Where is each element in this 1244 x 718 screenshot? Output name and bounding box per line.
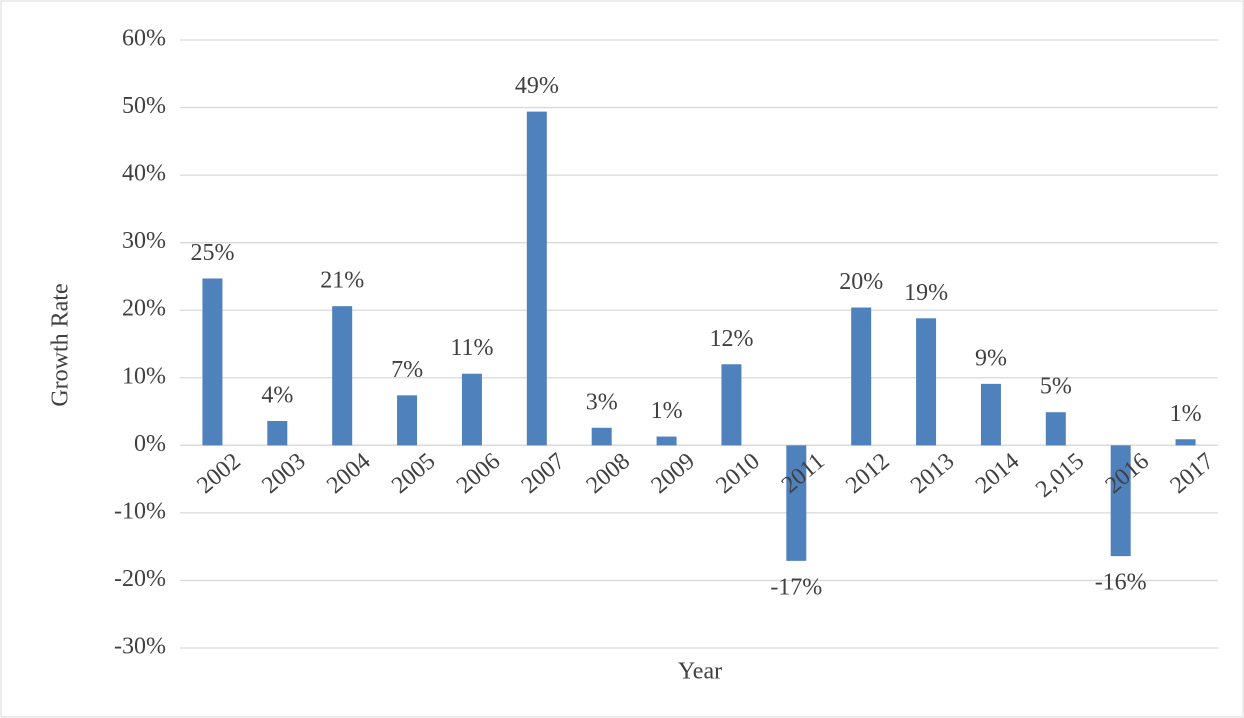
bar [332, 306, 353, 446]
value-label: 3% [586, 389, 618, 415]
bar [526, 111, 547, 446]
value-label: 49% [515, 73, 559, 99]
bar [916, 318, 937, 446]
value-label: 19% [904, 280, 948, 306]
bar [1045, 412, 1066, 446]
bar [591, 427, 612, 446]
value-label: 1% [651, 398, 683, 424]
y-tick-label: 20% [122, 296, 166, 322]
y-tick-label: -10% [114, 498, 166, 524]
value-label: 11% [450, 335, 493, 361]
value-label: 5% [1040, 374, 1072, 400]
y-tick-label: 40% [122, 161, 166, 187]
y-tick-label: -20% [114, 566, 166, 592]
bar [851, 307, 872, 446]
value-label: 20% [839, 269, 883, 295]
bar [980, 383, 1001, 446]
value-label: 21% [320, 268, 364, 294]
bar [1175, 439, 1196, 446]
y-tick-label: 60% [122, 26, 166, 52]
bar [786, 445, 807, 561]
value-label: 7% [391, 357, 423, 383]
bar [202, 278, 223, 446]
y-tick-label: 0% [134, 431, 166, 457]
bar [267, 421, 288, 446]
y-tick-label: -30% [114, 634, 166, 660]
y-tick-label: 50% [122, 93, 166, 119]
bar [461, 373, 482, 446]
value-label: 25% [190, 240, 234, 266]
value-label: 9% [975, 345, 1007, 371]
y-axis-title: Growth Rate [48, 283, 74, 406]
y-tick-label: 10% [122, 363, 166, 389]
value-label: -17% [770, 574, 822, 600]
bar [656, 436, 677, 446]
value-label: -16% [1095, 570, 1147, 596]
bar [721, 364, 742, 446]
value-label: 12% [709, 326, 753, 352]
bar [397, 395, 418, 446]
y-tick-label: 30% [122, 228, 166, 254]
bar [1110, 445, 1131, 557]
x-axis-title: Year [678, 659, 722, 685]
value-label: 4% [261, 383, 293, 409]
value-label: 1% [1170, 401, 1202, 427]
